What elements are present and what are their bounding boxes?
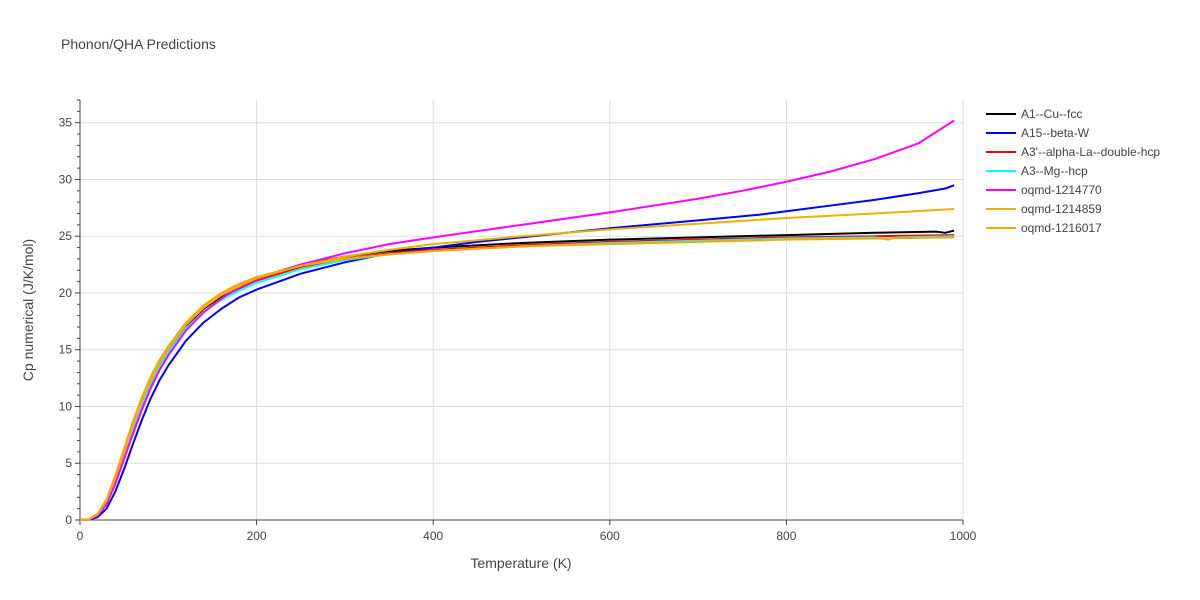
- x-axis-title: Temperature (K): [470, 555, 571, 571]
- y-tick-label: 5: [65, 456, 72, 470]
- legend-label: A15--beta-W: [1021, 126, 1090, 140]
- y-tick-label: 20: [59, 286, 73, 300]
- legend-item[interactable]: oqmd-1216017: [986, 221, 1102, 235]
- series-line: [79, 207, 955, 521]
- y-tick-label: 30: [59, 172, 73, 186]
- grid: [80, 100, 964, 520]
- y-tick-label: 10: [59, 399, 73, 413]
- legend-item[interactable]: A15--beta-W: [986, 126, 1090, 140]
- legend-label: oqmd-1214859: [1021, 202, 1102, 216]
- series-line: [79, 184, 955, 521]
- x-tick-label: 0: [77, 529, 84, 543]
- chart-title: Phonon/QHA Predictions: [61, 36, 216, 52]
- legend-item[interactable]: A3'--alpha-La--double-hcp: [986, 145, 1160, 159]
- series-line: [79, 229, 955, 521]
- x-tick-label: 600: [600, 529, 620, 543]
- x-tick-label: 400: [423, 529, 443, 543]
- legend-item[interactable]: A1--Cu--fcc: [986, 107, 1082, 121]
- legend-label: A3'--alpha-La--double-hcp: [1021, 145, 1160, 159]
- y-tick-label: 35: [59, 116, 73, 130]
- legend-item[interactable]: oqmd-1214859: [986, 202, 1102, 216]
- y-tick-label: 0: [65, 513, 72, 527]
- x-tick-label: 200: [247, 529, 267, 543]
- x-tick-label: 800: [776, 529, 796, 543]
- legend-item[interactable]: A3--Mg--hcp: [986, 164, 1088, 178]
- axes: 0 200 400 600 800 1000 0 5 10 15 20 25 30 35: [59, 99, 977, 543]
- series-lines: [79, 119, 955, 521]
- series-line: [79, 235, 955, 521]
- legend-label: oqmd-1214770: [1021, 183, 1102, 197]
- legend-label: A3--Mg--hcp: [1021, 164, 1088, 178]
- y-axis-title: Cp numerical (J/K/mol): [20, 239, 36, 381]
- legend-item[interactable]: oqmd-1214770: [986, 183, 1102, 197]
- y-tick-label: 15: [59, 343, 73, 357]
- legend: A1--Cu--fcc A15--beta-W A3'--alpha-La--dou…: [986, 107, 1160, 235]
- x-tick-label: 1000: [950, 529, 977, 543]
- series-line: [79, 119, 955, 521]
- series-line: [79, 236, 955, 521]
- y-tick-label: 25: [59, 229, 73, 243]
- series-line: [79, 234, 955, 521]
- legend-label: oqmd-1216017: [1021, 221, 1102, 235]
- legend-label: A1--Cu--fcc: [1021, 107, 1082, 121]
